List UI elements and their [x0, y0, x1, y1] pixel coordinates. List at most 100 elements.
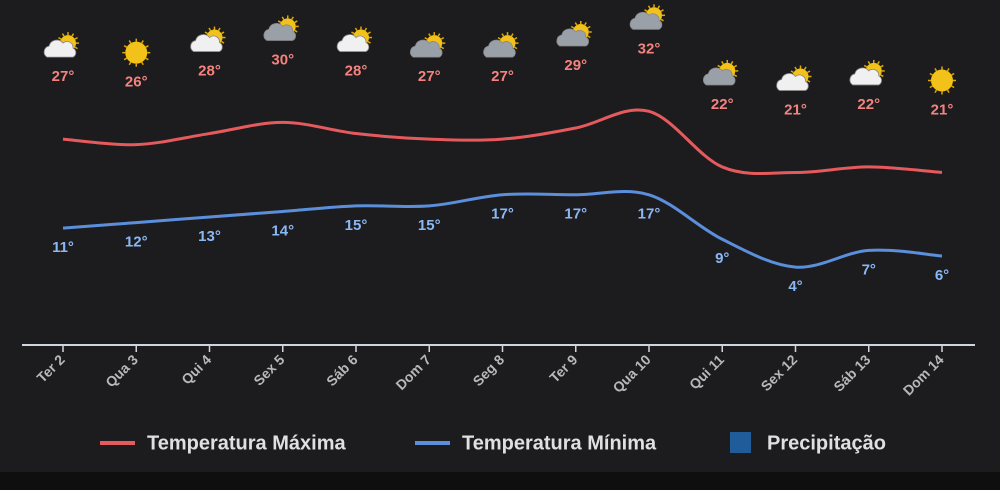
icon-ray: [367, 40, 371, 44]
icon-ray: [221, 31, 225, 35]
icon-ray: [730, 61, 734, 65]
value-label: 13°: [198, 228, 221, 245]
legend-label[interactable]: Temperatura Máxima: [147, 432, 346, 454]
icon-ray: [141, 61, 144, 66]
icon-ray: [574, 22, 578, 26]
weather-icon: [556, 20, 592, 47]
value-label: 29°: [564, 57, 587, 74]
value-label: 7°: [862, 261, 876, 278]
icon-cloud: [849, 67, 882, 86]
icon-ray: [281, 16, 285, 20]
icon-ray: [367, 31, 371, 35]
line: [62, 108, 943, 176]
weather-icon: [336, 26, 372, 52]
value-label: 17°: [491, 206, 514, 223]
weather-icon: [263, 15, 299, 41]
icon-ray: [74, 36, 78, 40]
icon-ray: [221, 40, 225, 44]
icon-ray: [440, 36, 445, 40]
weather-icon: [43, 32, 79, 58]
icon-cloud: [336, 34, 370, 52]
icon-ray: [141, 40, 144, 44]
icon-ray: [277, 20, 282, 24]
icon-ray: [929, 72, 933, 76]
legend-label[interactable]: Temperatura Mínima: [462, 432, 657, 454]
weather-icon: [849, 59, 885, 86]
icon-cloud: [190, 34, 223, 52]
icon-ray: [946, 89, 950, 93]
weather-icon: [928, 66, 956, 95]
icon-ray: [71, 33, 75, 37]
icon-ray: [721, 61, 724, 65]
legend-swatch: [730, 432, 751, 453]
value-label: 15°: [345, 217, 368, 234]
value-label: 12°: [125, 234, 148, 251]
value-label: 21°: [784, 101, 807, 118]
value-label: 27°: [491, 68, 514, 85]
icon-cloud: [483, 39, 516, 58]
line: [62, 189, 943, 269]
icon-ray: [514, 46, 518, 50]
icon-ray: [61, 33, 65, 37]
icon-ray: [807, 70, 811, 74]
value-label: 27°: [52, 68, 75, 85]
icon-ray: [807, 79, 811, 83]
icon-ray: [951, 85, 955, 89]
icon-cloud: [556, 28, 589, 47]
icon-ray: [794, 66, 798, 70]
value-label: 6°: [935, 267, 949, 284]
icon-ray: [501, 33, 505, 37]
icon-ray: [934, 89, 938, 93]
icon-ray: [123, 45, 128, 48]
icon-ray: [717, 64, 721, 68]
icon-ray: [863, 64, 868, 68]
icon-ray: [424, 36, 428, 40]
weather-icon: [629, 4, 665, 30]
icon-ray: [204, 31, 208, 35]
value-label: 21°: [931, 101, 954, 118]
icon-cloud: [703, 67, 736, 86]
value-label: 9°: [715, 250, 729, 267]
value-label: 28°: [198, 63, 221, 80]
icon-ray: [946, 68, 950, 72]
value-label: 17°: [638, 206, 661, 223]
icon-ray: [440, 46, 445, 50]
icon-ray: [217, 27, 221, 31]
weather-icon: [703, 59, 739, 86]
icon-ray: [790, 70, 794, 74]
icon-cloud: [776, 73, 809, 91]
icon-cloud: [43, 39, 77, 58]
icon-ray: [128, 40, 132, 44]
icon-ray: [587, 35, 591, 39]
footer-band: [0, 472, 1000, 490]
icon-ray: [929, 85, 933, 89]
icon-ray: [647, 5, 651, 9]
legend-label[interactable]: Precipitação: [767, 432, 886, 454]
icon-ray: [351, 31, 355, 35]
weather-icon: [483, 32, 519, 58]
icon-ray: [657, 5, 661, 9]
weather-icon: [190, 26, 226, 52]
value-label: 30°: [271, 51, 294, 68]
icon-ray: [587, 25, 591, 29]
icon-ray: [514, 36, 518, 40]
weather-icon: [122, 38, 151, 67]
icon-ray: [437, 33, 441, 37]
icon-ray: [208, 27, 212, 31]
icon-ray: [145, 45, 149, 48]
icon-ray: [733, 74, 738, 78]
icon-ray: [145, 57, 149, 61]
icon-ray: [123, 57, 128, 61]
icon-ray: [880, 74, 884, 78]
icon-ray: [354, 27, 358, 31]
value-label: 11°: [52, 239, 74, 256]
icon-ray: [364, 27, 368, 31]
value-label: 17°: [564, 206, 587, 223]
weather-icon: [410, 32, 446, 58]
value-label: 22°: [711, 96, 734, 113]
icon-ray: [294, 29, 298, 33]
icon-ray: [128, 61, 132, 66]
icon-sun: [931, 69, 953, 92]
icon-ray: [934, 68, 938, 72]
